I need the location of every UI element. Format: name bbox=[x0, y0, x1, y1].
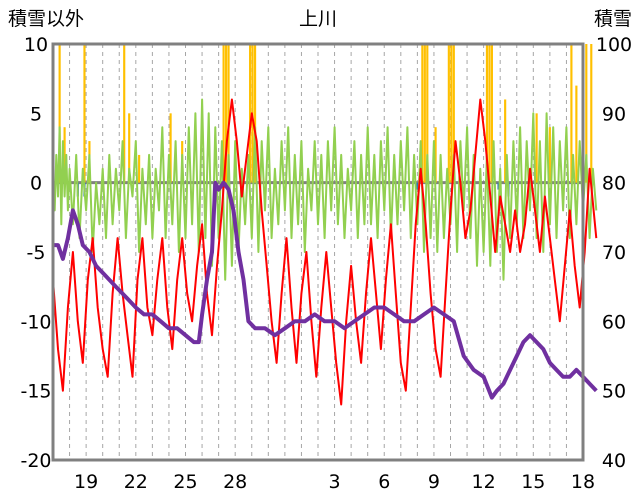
bar bbox=[570, 44, 573, 183]
right-axis-label: 積雪 bbox=[594, 8, 632, 30]
y-left-tick-label: 10 bbox=[24, 34, 48, 56]
x-tick-label: 15 bbox=[521, 471, 545, 493]
y-right-tick-label: 80 bbox=[602, 173, 626, 195]
bar bbox=[83, 44, 86, 183]
y-right-tick-label: 100 bbox=[596, 34, 632, 56]
bar bbox=[535, 113, 538, 183]
x-tick-label: 9 bbox=[428, 471, 440, 493]
series-line bbox=[53, 180, 598, 400]
x-tick-label: 18 bbox=[571, 471, 595, 493]
y-left-tick-label: -10 bbox=[20, 311, 51, 333]
y-left-tick-label: 5 bbox=[30, 103, 42, 125]
bar bbox=[575, 85, 578, 183]
x-tick-label: 25 bbox=[173, 471, 197, 493]
bar bbox=[585, 44, 588, 183]
bar bbox=[169, 113, 172, 183]
bar bbox=[504, 99, 507, 183]
plot-frame bbox=[51, 42, 585, 462]
bar bbox=[447, 44, 450, 183]
bar bbox=[590, 44, 593, 183]
x-tick-label: 22 bbox=[124, 471, 148, 493]
y-right-tick-label: 60 bbox=[602, 311, 626, 333]
line-series bbox=[52, 98, 598, 406]
bar bbox=[123, 44, 126, 183]
bar bbox=[138, 154, 141, 183]
x-tick-label: 6 bbox=[378, 471, 390, 493]
series-line bbox=[52, 98, 598, 406]
x-tick-label: 3 bbox=[329, 471, 341, 493]
bar bbox=[490, 44, 493, 183]
bar bbox=[485, 44, 489, 183]
bar bbox=[434, 127, 437, 183]
y-left-tick-label: -20 bbox=[20, 450, 51, 472]
y-left-tick-label: 0 bbox=[30, 173, 42, 195]
bar bbox=[63, 127, 66, 183]
bar bbox=[548, 127, 551, 183]
y-right-tick-label: 50 bbox=[602, 381, 626, 403]
chart-title: 上川 bbox=[299, 8, 337, 30]
y-right-tick-label: 40 bbox=[602, 450, 626, 472]
y-left-tick-label: -5 bbox=[27, 242, 46, 264]
bar bbox=[227, 44, 230, 183]
bar bbox=[222, 44, 225, 183]
y-left-tick-label: -15 bbox=[20, 381, 51, 403]
left-axis-label: 積雪以外 bbox=[8, 8, 84, 30]
bar bbox=[128, 113, 131, 183]
bar bbox=[450, 44, 453, 183]
x-tick-label: 19 bbox=[74, 471, 98, 493]
x-tick-label: 28 bbox=[223, 471, 247, 493]
bar bbox=[249, 44, 252, 183]
bar bbox=[423, 44, 426, 183]
bar bbox=[253, 44, 257, 183]
bar bbox=[416, 182, 419, 190]
bar bbox=[488, 44, 491, 183]
series-line bbox=[52, 98, 598, 281]
y-right-tick-label: 90 bbox=[602, 103, 626, 125]
bar bbox=[58, 44, 61, 183]
bar bbox=[421, 44, 424, 183]
x-tick-label: 12 bbox=[472, 471, 496, 493]
bar bbox=[452, 44, 455, 183]
bar bbox=[426, 44, 429, 183]
y-right-tick-label: 70 bbox=[602, 242, 626, 264]
bar bbox=[225, 44, 228, 183]
